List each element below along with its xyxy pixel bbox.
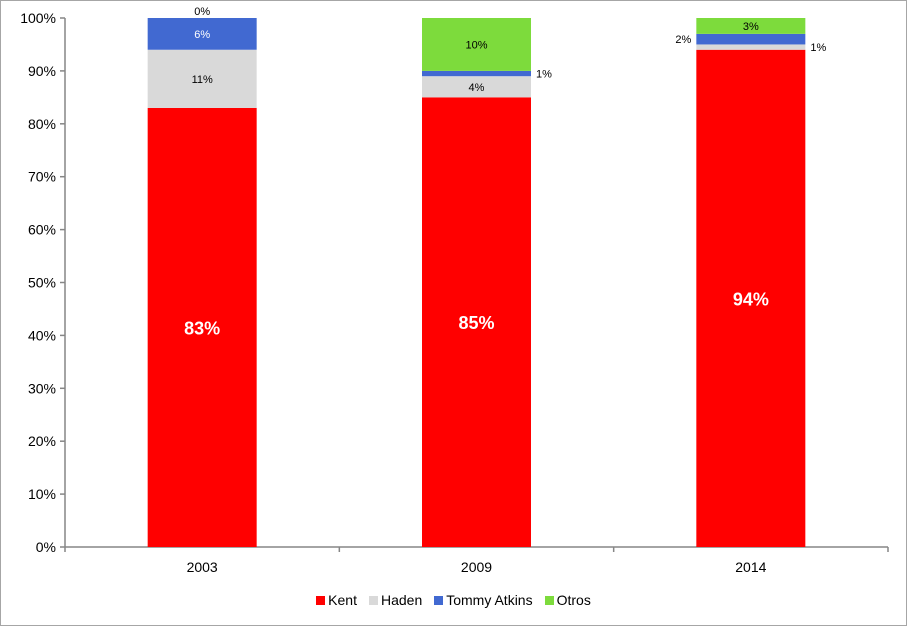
legend-label: Otros — [556, 592, 591, 608]
data-label: 6% — [194, 29, 210, 41]
bar-otros — [422, 18, 531, 71]
data-label: 4% — [469, 82, 485, 94]
legend-swatch — [316, 595, 326, 605]
y-tick-label: 60% — [28, 222, 56, 238]
data-label: 1% — [810, 42, 826, 54]
bar-tommy-atkins — [696, 33, 806, 45]
x-tick-label: 2014 — [735, 559, 766, 575]
bar-haden — [147, 49, 257, 108]
data-label: 10% — [465, 39, 487, 51]
legend-swatch — [434, 595, 444, 605]
data-label: 2% — [675, 34, 691, 46]
data-label: 11% — [192, 74, 213, 86]
data-label: 3% — [743, 21, 759, 33]
data-label: 94% — [733, 289, 769, 309]
y-tick-label: 30% — [28, 380, 56, 396]
legend-item-haden: Haden — [368, 592, 423, 608]
legend-item-otros: Otros — [544, 592, 591, 608]
legend-label: Haden — [380, 592, 423, 608]
y-tick-label: 80% — [28, 116, 56, 132]
y-tick-label: 100% — [20, 10, 56, 26]
y-tick-label: 90% — [28, 63, 56, 79]
data-label: 1% — [536, 69, 552, 81]
legend-item-kent: Kent — [316, 592, 357, 608]
legend-label: Kent — [328, 592, 357, 608]
x-tick-label: 2003 — [187, 559, 218, 575]
legend: Kent Haden Tommy Atkins Otros — [0, 592, 907, 608]
y-tick-label: 70% — [28, 169, 56, 185]
y-tick-label: 0% — [36, 539, 56, 555]
bar-otros — [696, 18, 806, 34]
data-label: 83% — [184, 318, 220, 338]
bar-tommy-atkins — [422, 70, 531, 77]
data-label: 85% — [458, 313, 494, 333]
legend-label: Tommy Atkins — [446, 592, 533, 608]
y-tick-label: 40% — [28, 327, 56, 343]
bar-tommy-atkins — [147, 18, 257, 50]
legend-item-tommy-atkins: Tommy Atkins — [434, 592, 533, 608]
bar-kent — [147, 107, 257, 548]
y-tick-label: 20% — [28, 433, 56, 449]
y-tick-label: 10% — [28, 486, 56, 502]
legend-swatch — [544, 595, 554, 605]
bar-haden — [696, 44, 806, 50]
x-tick-label: 2009 — [461, 559, 492, 575]
y-tick-label: 50% — [28, 275, 56, 291]
legend-swatch — [368, 595, 378, 605]
bar-kent — [696, 49, 806, 548]
data-label: 0% — [194, 6, 210, 18]
bar-kent — [422, 97, 531, 547]
bar-haden — [422, 76, 531, 98]
